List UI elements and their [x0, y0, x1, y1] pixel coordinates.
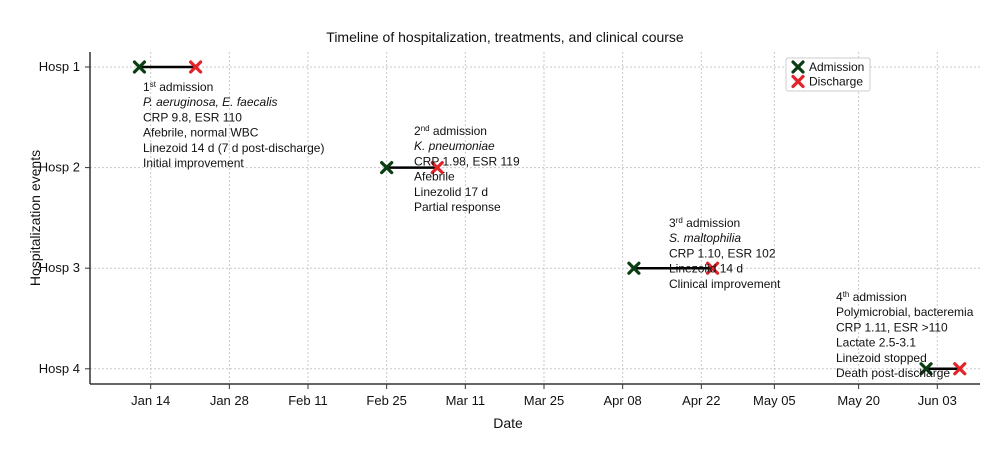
admission-ordinal: 4 — [836, 290, 843, 304]
admission-word: admission — [156, 80, 213, 94]
x-tick-label: Jan 28 — [210, 393, 249, 408]
annotation-line: Afebrile — [414, 170, 455, 184]
y-tick-label: Hosp 1 — [39, 59, 80, 74]
annotation-line: CRP 1.11, ESR >110 — [836, 320, 948, 334]
admission-ordinal: 3 — [669, 216, 676, 230]
admission-ordinal-suffix: nd — [421, 124, 430, 133]
chart-title: Timeline of hospitalization, treatments,… — [326, 29, 684, 45]
admission-heading: 2nd admission — [414, 124, 487, 138]
admission-heading: 4th admission — [836, 290, 907, 304]
annotation-line: CRP 1.98, ESR 119 — [414, 154, 520, 168]
event-markers — [132, 60, 967, 376]
x-tick-label: Mar 11 — [446, 393, 486, 408]
admission-ordinal: 1 — [143, 80, 150, 94]
annotation-line: Initial improvement — [143, 156, 244, 170]
admission-heading: 1st admission — [143, 80, 213, 94]
axis-ticks: Jan 14 Jan 28 Feb 11 Feb 25 Mar 11 Mar 25 Apr … — [39, 59, 957, 408]
x-tick-label: Apr 22 — [682, 393, 720, 408]
annotation-line: K. pneumoniae — [414, 139, 495, 153]
x-tick-label: Jan 14 — [131, 393, 170, 408]
admission-heading: 3rd admission — [669, 216, 740, 230]
y-tick-label: Hosp 2 — [39, 160, 80, 175]
legend-label: Admission — [809, 60, 864, 74]
x-tick-label: Feb 25 — [366, 393, 406, 408]
annotation-line: Lactate 2.5-3.1 — [836, 336, 916, 350]
annotation-line: Afebrile, normal WBC — [143, 126, 259, 140]
admission-ordinal-suffix: st — [150, 80, 157, 89]
discharge-marker — [705, 261, 720, 275]
annotation-line: Linezolid 14 d — [669, 262, 743, 276]
annotation-line: Clinical improvement — [669, 277, 781, 291]
annotation-line: Partial response — [414, 200, 501, 214]
x-tick-label: Jun 03 — [918, 393, 957, 408]
legend-marker-admission-icon — [791, 60, 805, 74]
admission-word: admission — [683, 216, 740, 230]
annotation-line: P. aeruginosa, E. faecalis — [143, 95, 278, 109]
admission-marker — [132, 60, 147, 74]
legend-label: Discharge — [809, 75, 863, 89]
annotation-line: Linezoid stopped — [836, 351, 927, 365]
admission-ordinal-suffix: rd — [676, 216, 683, 225]
legend-marker-discharge-icon — [791, 74, 805, 89]
legend-box — [785, 57, 871, 92]
admission-ordinal-suffix: th — [843, 290, 850, 299]
y-tick-label: Hosp 3 — [39, 260, 80, 275]
admission-word: admission — [430, 124, 487, 138]
annotation-line: CRP 1.10, ESR 102 — [669, 246, 776, 260]
x-tick-label: May 20 — [837, 393, 880, 408]
annotation-line: CRP 9.8, ESR 110 — [143, 110, 242, 124]
admission-word: admission — [849, 290, 906, 304]
x-tick-label: Apr 08 — [603, 393, 641, 408]
stay-segments — [139, 65, 960, 371]
admission-marker — [627, 261, 641, 275]
discharge-marker — [430, 161, 444, 175]
annotation-line: S. maltophilia — [669, 231, 741, 245]
y-axis-label: Hospitalization events — [27, 150, 43, 286]
annotation-line: Linezolid 17 d — [414, 185, 488, 199]
admission-marker — [919, 362, 933, 376]
x-tick-label: May 05 — [753, 393, 796, 408]
x-tick-label: Feb 11 — [288, 393, 328, 408]
x-tick-label: Mar 25 — [524, 393, 564, 408]
discharge-marker — [953, 362, 967, 376]
y-tick-label: Hosp 4 — [39, 361, 80, 376]
discharge-marker — [189, 60, 203, 74]
admission-ordinal: 2 — [414, 124, 421, 138]
x-axis-label: Date — [493, 415, 523, 431]
annotation-line: Polymicrobial, bacteremia — [836, 305, 974, 319]
admission-marker — [380, 161, 394, 175]
annotation-line: Death post-discharge — [836, 366, 950, 380]
annotation-line: Linezoid 14 d (7 d post-discharge) — [143, 141, 324, 155]
